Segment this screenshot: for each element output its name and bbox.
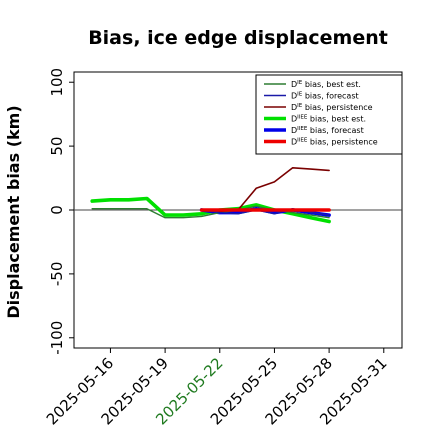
series-line — [200, 167, 330, 213]
y-tick-label: 50 — [48, 137, 66, 156]
legend-entry: DIE bias, persistence — [291, 103, 373, 112]
legend: DIE bias, best est. DIE bias, forecast DIE… — [255, 74, 403, 155]
legend-entry: DIE bias, forecast — [291, 92, 359, 101]
legend-entry: DIIEE bias, best est. — [291, 115, 366, 124]
legend-entry: DIIEE bias, persistence — [291, 138, 378, 147]
series-line — [200, 207, 330, 216]
y-axis-label: Displacement bias (km) — [4, 105, 23, 318]
y-tick-label: -50 — [48, 262, 66, 287]
y-tick-label: -100 — [48, 321, 66, 355]
chart-title: Bias, ice edge displacement — [88, 27, 388, 49]
y-tick-label: 0 — [48, 205, 66, 215]
legend-entry: DIE bias, best est. — [291, 80, 361, 89]
legend-entry: DIIEE bias, forecast — [291, 126, 364, 135]
y-tick-label: 100 — [48, 68, 66, 97]
